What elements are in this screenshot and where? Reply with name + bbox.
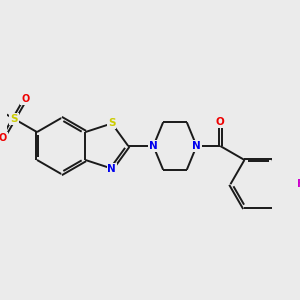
Text: F: F [297,179,300,189]
Text: O: O [216,117,225,127]
Text: N: N [107,164,116,174]
Text: N: N [192,141,201,151]
Text: O: O [0,133,7,143]
Text: O: O [21,94,29,104]
Text: S: S [10,114,18,124]
Text: N: N [149,141,158,151]
Text: S: S [108,118,116,128]
